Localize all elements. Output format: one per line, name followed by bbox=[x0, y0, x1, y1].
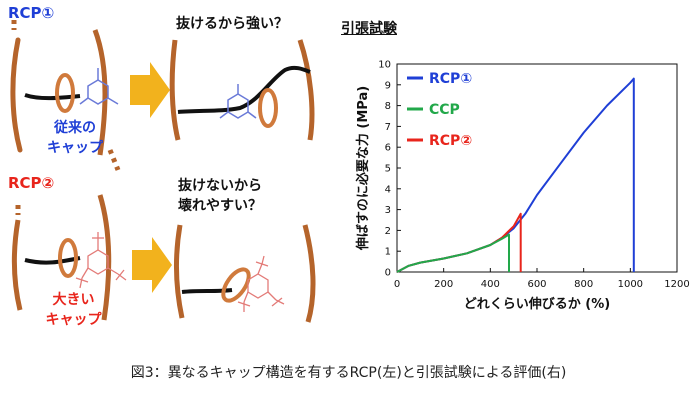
small-cap-top-left bbox=[79, 68, 119, 105]
y-tick-label: 1 bbox=[385, 247, 391, 258]
schematic-svg bbox=[10, 20, 316, 323]
ring-top-right bbox=[258, 88, 278, 128]
y-tick-label: 6 bbox=[385, 143, 391, 154]
x-axis-label: どれくらい伸びるか (%) bbox=[464, 296, 610, 312]
x-tick-label: 200 bbox=[434, 279, 453, 290]
y-tick-label: 5 bbox=[385, 164, 391, 175]
chain-left-top bbox=[10, 20, 121, 171]
plot-frame bbox=[396, 63, 678, 273]
y-tick-label: 2 bbox=[385, 226, 391, 237]
chain-right-top bbox=[169, 39, 315, 141]
arrow-top bbox=[130, 62, 170, 118]
label-conventional-cap-line2: キャップ bbox=[47, 140, 103, 156]
y-tick-label: 8 bbox=[385, 101, 391, 112]
label-large-cap: 大きい キャップ bbox=[36, 290, 111, 330]
x-tick-label: 800 bbox=[574, 279, 593, 290]
label-large-cap-line1: 大きい bbox=[52, 292, 95, 308]
y-axis-label: 伸ばすのに必要な力 (MPa) bbox=[355, 86, 371, 251]
axle-line-bottom-right bbox=[181, 288, 233, 294]
y-tick-label: 10 bbox=[378, 60, 391, 71]
y-tick-label: 3 bbox=[385, 205, 391, 216]
label-conventional-cap: 従来の キャップ bbox=[40, 118, 110, 158]
ring-bottom-right bbox=[221, 267, 251, 303]
y-tick-label: 4 bbox=[385, 184, 391, 195]
chart-title: 引張試験 bbox=[341, 21, 397, 37]
label-large-cap-line2: キャップ bbox=[45, 312, 102, 328]
x-tick-label: 1200 bbox=[664, 279, 689, 290]
large-cap-bottom-left bbox=[75, 232, 127, 289]
label-conventional-cap-line1: 従来の bbox=[54, 120, 96, 136]
axle-line-top-left bbox=[24, 93, 81, 101]
figure-caption: 図3：異なるキャップ構造を有するRCP(左)と引張試験による評価(右) bbox=[130, 365, 567, 381]
chain-right-bottom bbox=[173, 224, 316, 323]
chain-left-bottom bbox=[11, 194, 112, 321]
arrow-bottom bbox=[132, 237, 172, 293]
label-rcp1: RCP① bbox=[8, 4, 55, 22]
question-top: 抜けるから強い？ bbox=[176, 16, 288, 32]
question-bottom-line2: 壊れやすい？ bbox=[178, 198, 262, 214]
y-tick-label: 7 bbox=[385, 122, 391, 133]
legend-label: RCP② bbox=[429, 133, 472, 149]
x-tick-label: 600 bbox=[527, 279, 546, 290]
question-bottom: 抜けないから 壊れやすい？ bbox=[178, 176, 262, 216]
y-tick-label: 0 bbox=[385, 268, 391, 279]
legend-label: RCP① bbox=[429, 71, 472, 87]
legend-label: CCP bbox=[429, 102, 460, 118]
axle-line-top-right bbox=[177, 65, 311, 114]
small-cap-top-right bbox=[219, 84, 257, 119]
tensile-chart: 0 200 400 600 800 1000 1200 0 1 2 3 4 5 6 7 8 9 10 どれくらい伸び… bbox=[355, 60, 690, 313]
x-tick-label: 1000 bbox=[618, 279, 643, 290]
question-bottom-line1: 抜けないから bbox=[178, 178, 262, 194]
y-tick-label: 9 bbox=[385, 80, 391, 91]
series-line-ccp bbox=[396, 233, 510, 273]
ring-top-left bbox=[55, 73, 75, 113]
label-rcp2: RCP② bbox=[8, 174, 55, 192]
large-cap-bottom-right bbox=[237, 255, 285, 312]
axle-line-bottom-left bbox=[24, 256, 81, 265]
x-tick-label: 0 bbox=[394, 279, 400, 290]
ring-bottom-left bbox=[58, 238, 78, 278]
x-tick-label: 400 bbox=[481, 279, 500, 290]
